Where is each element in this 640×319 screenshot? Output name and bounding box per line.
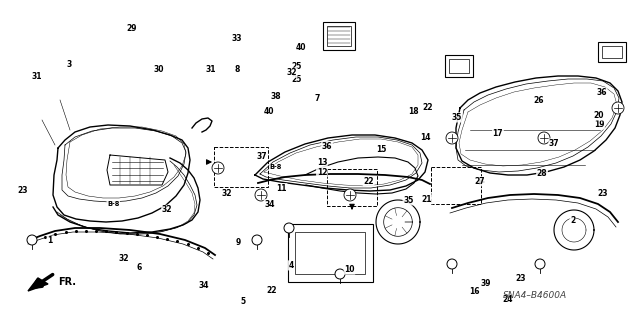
Text: 22: 22: [266, 286, 276, 295]
Circle shape: [535, 259, 545, 269]
Text: 23: 23: [18, 186, 28, 195]
Text: 5: 5: [241, 297, 246, 306]
Bar: [323, 22, 355, 50]
Text: FR.: FR.: [58, 277, 76, 287]
Circle shape: [255, 189, 267, 201]
Text: 40: 40: [296, 43, 306, 52]
Circle shape: [538, 132, 550, 144]
Text: 38: 38: [271, 92, 281, 101]
Bar: [295, 232, 365, 274]
Circle shape: [212, 162, 224, 174]
Text: 33: 33: [232, 34, 242, 43]
Circle shape: [447, 259, 457, 269]
Text: 20: 20: [594, 111, 604, 120]
Text: 36: 36: [322, 142, 332, 151]
Text: 32: 32: [162, 205, 172, 214]
Text: 19: 19: [594, 120, 604, 129]
Text: 22: 22: [364, 177, 374, 186]
Circle shape: [335, 269, 345, 279]
Text: 34: 34: [264, 200, 275, 209]
Text: 14: 14: [420, 133, 431, 142]
Text: 4: 4: [289, 261, 294, 270]
Text: 34: 34: [198, 281, 209, 290]
Bar: [445, 55, 473, 77]
Text: 30: 30: [154, 65, 164, 74]
Text: 23: 23: [598, 189, 608, 198]
Text: 28: 28: [537, 169, 547, 178]
Text: 6: 6: [137, 263, 142, 272]
Text: 37: 37: [257, 152, 267, 161]
Text: 15: 15: [376, 145, 387, 154]
Text: 31: 31: [206, 65, 216, 74]
Circle shape: [252, 235, 262, 245]
Text: 31: 31: [32, 72, 42, 81]
Polygon shape: [28, 278, 48, 291]
Text: 36: 36: [596, 88, 607, 97]
Text: 12: 12: [317, 168, 327, 177]
Bar: [598, 42, 626, 62]
Text: 9: 9: [236, 238, 241, 247]
Text: 40: 40: [264, 107, 274, 115]
Text: 16: 16: [469, 287, 479, 296]
Text: 13: 13: [317, 158, 327, 167]
Circle shape: [284, 223, 294, 233]
Text: 25: 25: [291, 63, 301, 71]
Text: 29: 29: [126, 24, 136, 33]
Text: 32: 32: [118, 254, 129, 263]
Text: 21: 21: [422, 195, 432, 204]
Circle shape: [612, 102, 624, 114]
Text: 10: 10: [344, 265, 355, 274]
Text: 2: 2: [570, 216, 575, 225]
Text: 22: 22: [422, 103, 433, 112]
Circle shape: [446, 132, 458, 144]
Text: 32: 32: [221, 189, 232, 198]
Text: 1: 1: [47, 236, 52, 245]
Bar: [449, 59, 469, 73]
Text: 27: 27: [474, 177, 484, 186]
Text: 23: 23: [515, 274, 525, 283]
Text: 26: 26: [534, 96, 544, 105]
Text: 11: 11: [276, 184, 287, 193]
Text: 8: 8: [234, 65, 239, 74]
Text: 39: 39: [481, 279, 491, 288]
Circle shape: [27, 235, 37, 245]
Text: 35: 35: [452, 113, 462, 122]
Text: 3: 3: [67, 60, 72, 69]
Text: 35: 35: [403, 196, 413, 205]
Bar: [602, 46, 622, 58]
Text: 17: 17: [493, 129, 503, 138]
Text: SNA4–B4600A: SNA4–B4600A: [503, 291, 567, 300]
Text: 18: 18: [408, 107, 419, 116]
Bar: [288, 224, 373, 282]
Text: B-8: B-8: [107, 201, 120, 207]
Text: 25: 25: [291, 75, 301, 84]
Text: 7: 7: [315, 94, 320, 103]
Text: B-8: B-8: [269, 165, 282, 170]
Bar: [327, 26, 351, 46]
Text: 32: 32: [287, 68, 297, 77]
Text: 37: 37: [549, 139, 559, 148]
Text: 24: 24: [502, 295, 513, 304]
Circle shape: [344, 189, 356, 201]
